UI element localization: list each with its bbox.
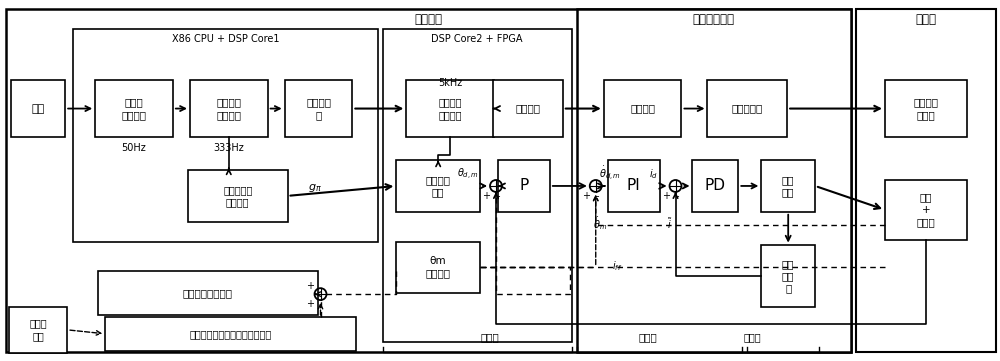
Bar [98, 271, 318, 315]
Text: 逆向运动
学: 逆向运动 学 [306, 97, 331, 120]
Bar [11, 80, 65, 137]
Text: X86 CPU + DSP Core1: X86 CPU + DSP Core1 [172, 34, 280, 44]
Bar [190, 80, 268, 137]
Text: $g_{\pi}$: $g_{\pi}$ [308, 182, 321, 194]
Text: 工艺数
据库: 工艺数 据库 [29, 319, 47, 341]
Text: 前进方向负载动力学参数化补偿: 前进方向负载动力学参数化补偿 [190, 329, 272, 339]
Text: PI: PI [627, 178, 641, 193]
Text: $\tilde{i}$: $\tilde{i}$ [667, 216, 672, 231]
Bar [95, 80, 173, 137]
Bar [885, 80, 967, 137]
Text: 位置环: 位置环 [481, 332, 499, 342]
Text: +: + [307, 299, 315, 309]
Text: -: - [596, 191, 599, 201]
Bar [6, 9, 851, 352]
Bar [608, 160, 660, 212]
Text: +: + [482, 191, 490, 201]
Text: 机器人
示教指令: 机器人 示教指令 [122, 97, 147, 120]
Text: 机器人: 机器人 [915, 13, 936, 26]
Text: 关节空间
轨迹插补: 关节空间 轨迹插补 [438, 97, 462, 120]
Text: 末端执行器
参考位置: 末端执行器 参考位置 [223, 185, 252, 207]
Text: $i_d$: $i_d$ [649, 167, 658, 181]
Bar [285, 80, 352, 137]
Text: $\dot{\theta}_{d,m}$: $\dot{\theta}_{d,m}$ [599, 165, 621, 183]
Text: 脉冲指令: 脉冲指令 [515, 104, 540, 114]
Text: $\dot{\theta}_m$: $\dot{\theta}_m$ [593, 215, 607, 232]
Text: +: + [307, 281, 315, 291]
Bar [885, 180, 967, 240]
Bar [406, 80, 494, 137]
Text: 电机
电流: 电机 电流 [782, 175, 794, 197]
Text: DSP Core2 + FPGA: DSP Core2 + FPGA [431, 34, 523, 44]
Text: 电机伺服驱动: 电机伺服驱动 [692, 13, 734, 26]
Text: θm
电流前馈: θm 电流前馈 [426, 256, 451, 279]
Text: 速度环: 速度环 [638, 332, 657, 342]
Text: 电流
环采
样: 电流 环采 样 [782, 259, 794, 293]
Text: 电流放大器: 电流放大器 [732, 104, 763, 114]
Bar [396, 160, 480, 212]
Bar [707, 80, 787, 137]
Text: -: - [676, 191, 679, 201]
Bar [493, 80, 563, 137]
Bar [396, 242, 480, 293]
Bar [383, 29, 572, 342]
Text: PD: PD [705, 178, 726, 193]
Text: P: P [519, 178, 529, 193]
Bar [73, 29, 378, 242]
Text: 任务空间
轨迹规划: 任务空间 轨迹规划 [216, 97, 241, 120]
Text: 机器人执
行机构: 机器人执 行机构 [913, 97, 938, 120]
Bar [577, 9, 851, 352]
Text: 伺服控制: 伺服控制 [630, 104, 655, 114]
Text: 50Hz: 50Hz [122, 143, 146, 153]
Text: 工艺: 工艺 [32, 104, 45, 114]
Text: 333Hz: 333Hz [213, 143, 244, 153]
Text: +: + [662, 191, 670, 201]
Text: $\theta_{d,m}$: $\theta_{d,m}$ [457, 166, 479, 182]
Text: +: + [582, 191, 590, 201]
Text: 机器人动力学补偿: 机器人动力学补偿 [183, 288, 233, 298]
Bar [604, 80, 681, 137]
Text: 电流环: 电流环 [743, 332, 761, 342]
Bar [856, 9, 996, 352]
Bar [761, 245, 815, 307]
Text: $i_{ff}$: $i_{ff}$ [612, 260, 622, 273]
Text: 电机
+
编码器: 电机 + 编码器 [916, 192, 935, 227]
Text: -: - [496, 191, 500, 201]
Text: 关节参考
位置: 关节参考 位置 [426, 175, 451, 197]
Bar [188, 170, 288, 222]
Text: 5kHz: 5kHz [438, 78, 462, 88]
Text: 运动控制: 运动控制 [414, 13, 442, 26]
Bar [9, 307, 67, 353]
Bar [761, 160, 815, 212]
Bar [498, 160, 550, 212]
Bar [692, 160, 738, 212]
Bar [105, 317, 356, 351]
